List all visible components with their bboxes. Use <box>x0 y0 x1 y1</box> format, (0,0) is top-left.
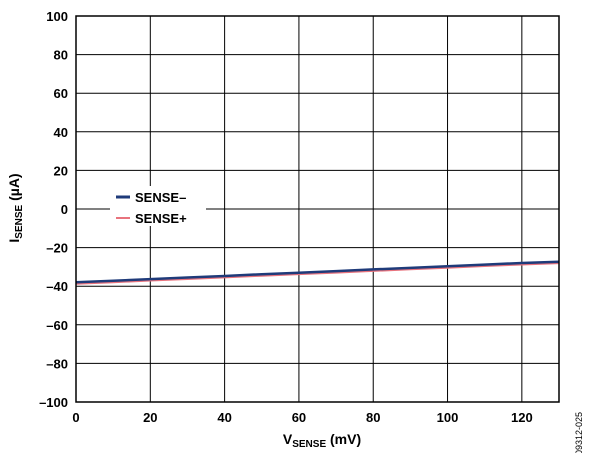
y-tick-label: 0 <box>61 202 68 217</box>
x-tick-label: 0 <box>72 410 79 425</box>
x-tick-label: 80 <box>366 410 380 425</box>
legend-label-sense-minus: SENSE– <box>135 190 186 205</box>
y-tick-label: 100 <box>46 9 68 24</box>
series-line-sense-minus <box>75 260 560 284</box>
legend-background <box>110 186 206 226</box>
y-axis-title: ISENSE (µA) <box>6 173 25 242</box>
legend-label-sense-plus: SENSE+ <box>135 211 187 226</box>
x-tick-label: 40 <box>217 410 231 425</box>
tick-labels: 0 20 40 60 80 100 120 100 80 60 40 20 0 –20 –40 –60 –80 –… <box>39 9 533 425</box>
y-tick-label: –60 <box>46 318 68 333</box>
x-tick-label: 60 <box>292 410 306 425</box>
plot-border <box>75 15 560 403</box>
y-tick-label: –20 <box>46 241 68 256</box>
y-tick-label: 80 <box>54 48 68 63</box>
y-tick-label: –40 <box>46 279 68 294</box>
x-tick-label: 20 <box>143 410 157 425</box>
legend: SENSE– SENSE+ <box>110 186 206 226</box>
y-tick-label: –80 <box>46 356 68 371</box>
x-tick-label: 100 <box>437 410 459 425</box>
y-tick-label: 40 <box>54 125 68 140</box>
series-line-sense-plus <box>75 262 560 285</box>
y-tick-label: 20 <box>54 163 68 178</box>
x-axis-title: VSENSE (mV) <box>283 431 361 450</box>
x-tick-label: 120 <box>511 410 533 425</box>
figure-id: 09312-025 <box>574 412 584 453</box>
axes <box>75 15 560 403</box>
y-tick-label: 60 <box>54 86 68 101</box>
y-tick-label: –100 <box>39 395 68 410</box>
series-layer <box>75 260 560 285</box>
